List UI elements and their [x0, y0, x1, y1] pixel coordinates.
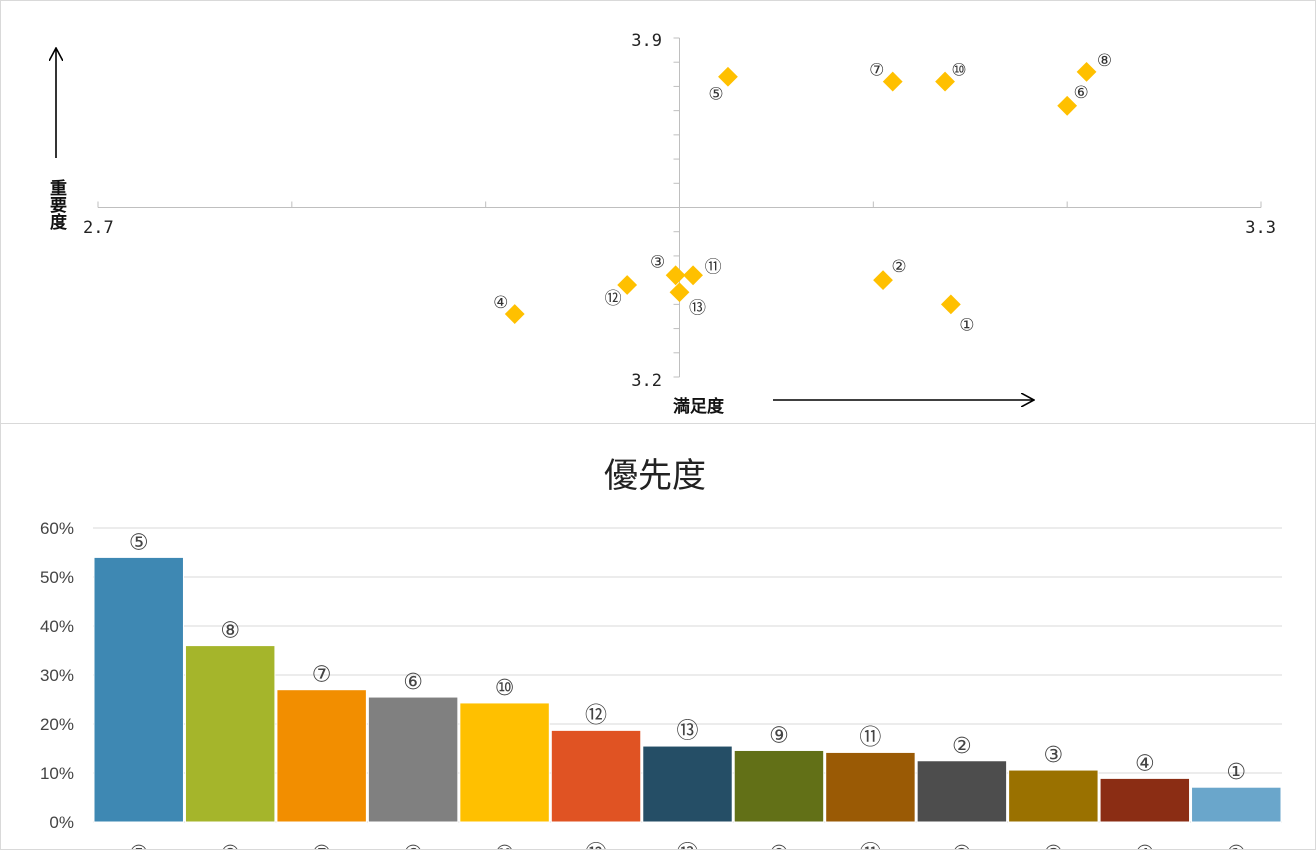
bar — [276, 689, 367, 823]
x-axis-min-label: 2.7 — [83, 218, 114, 238]
y-tick-label: 0% — [49, 813, 74, 832]
scatter-point — [873, 270, 893, 291]
x-axis-title: 満足度 — [673, 396, 725, 417]
point-label: ③ — [650, 252, 665, 272]
y-tick-label: 30% — [40, 666, 74, 685]
scatter-point — [1057, 95, 1078, 116]
point-label: ⑥ — [1074, 83, 1089, 103]
y-tick-label: 10% — [40, 764, 74, 783]
point-label: ① — [959, 315, 974, 335]
bar-data-label: ⑧ — [220, 619, 240, 644]
scatter-chart-panel: ①②③④⑤⑥⑦⑧⑨⑩⑪⑫⑬ 2.7 3.3 3.9 3.2 重要度 満足度 — [0, 0, 1316, 425]
point-label: ⑪ — [705, 257, 722, 277]
bar-chart-panel: 優先度 0%10%20%30%40%50%60% ⑤⑤⑧⑧⑦⑦⑥⑥⑩⑩⑫⑫⑬⑬⑨… — [0, 423, 1316, 850]
y-axis-max-label: 3.9 — [631, 31, 662, 51]
bar-data-label: ④ — [1135, 751, 1155, 776]
point-label: ⑧ — [1097, 51, 1112, 71]
y-axis-title: 重要度 — [46, 178, 67, 231]
scatter-point — [718, 66, 738, 87]
bar-data-label: ⑩ — [495, 676, 515, 701]
scatter-point — [617, 275, 638, 295]
bar — [642, 745, 733, 823]
bar — [184, 645, 276, 823]
bar — [93, 556, 184, 823]
bar — [1191, 786, 1282, 823]
bar-data-label: ⑬ — [676, 719, 698, 744]
scatter-point — [1076, 62, 1097, 82]
scatter-point — [882, 71, 903, 92]
scatter-point — [683, 265, 703, 286]
y-axis-min-label: 3.2 — [631, 371, 662, 391]
bar — [1099, 777, 1191, 823]
y-tick-label: 20% — [40, 715, 74, 734]
bar — [733, 749, 825, 823]
x-axis-max-label: 3.3 — [1245, 218, 1276, 238]
scatter-chart: ①②③④⑤⑥⑦⑧⑨⑩⑪⑫⑬ 2.7 3.3 3.9 3.2 重要度 満足度 — [46, 31, 1276, 417]
y-tick-label: 60% — [40, 519, 74, 538]
point-label: ⑫ — [605, 289, 622, 309]
y-tick-label: 40% — [40, 617, 74, 636]
scatter-point — [669, 282, 690, 303]
bar-chart: 優先度 0%10%20%30%40%50%60% ⑤⑤⑧⑧⑦⑦⑥⑥⑩⑩⑫⑫⑬⑬⑨… — [40, 456, 1282, 849]
bar — [550, 729, 642, 823]
bar-data-label: ⑪ — [859, 725, 881, 750]
bar-data-label: ③ — [1043, 743, 1063, 768]
point-label: ⑬ — [689, 298, 706, 318]
point-label: ⑤ — [708, 85, 723, 105]
bar — [1008, 769, 1099, 823]
bar — [367, 696, 459, 823]
y-tick-label: 50% — [40, 568, 74, 587]
bar — [459, 702, 550, 823]
bar-data-label: ② — [952, 734, 972, 759]
bar-data-label: ⑥ — [403, 670, 423, 695]
bar — [916, 760, 1008, 823]
point-label: ② — [891, 257, 906, 277]
bar-data-label: ⑦ — [312, 663, 332, 688]
bar — [825, 751, 916, 823]
bar-data-label: ⑨ — [769, 723, 789, 748]
bar-data-label: ① — [1226, 760, 1246, 785]
scatter-point — [940, 294, 961, 315]
bar-data-label: ⑤ — [129, 530, 149, 555]
point-label: ⑩ — [951, 61, 966, 81]
chart-title: 優先度 — [604, 456, 706, 496]
scatter-point — [665, 265, 686, 286]
point-label: ④ — [493, 293, 508, 313]
bar-data-label: ⑫ — [585, 703, 607, 728]
point-label: ⑦ — [869, 61, 884, 81]
